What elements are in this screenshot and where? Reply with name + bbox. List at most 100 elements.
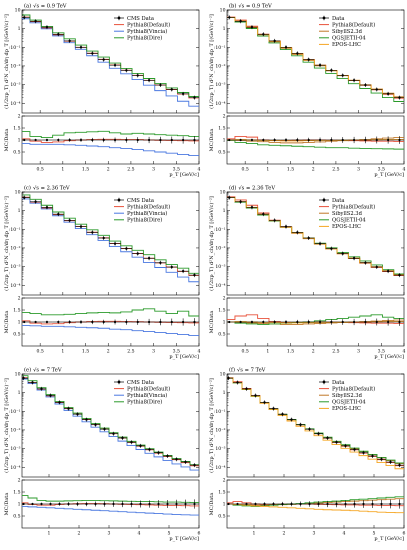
data-point: [386, 92, 390, 96]
x-tick-label: 1.5: [287, 167, 294, 173]
x-tick-label: 3: [152, 167, 155, 173]
data-point: [330, 247, 333, 250]
ratio-axis-label: MC/Data: [4, 129, 10, 152]
y-tick-label: 1: [223, 208, 226, 214]
data-point: [136, 252, 139, 255]
data-point: [398, 273, 401, 277]
data-point: [57, 212, 60, 216]
panel-letter: (b): [229, 3, 236, 10]
ratio-line-epos: [227, 503, 404, 514]
data-point: [263, 401, 266, 404]
data-point: [273, 39, 276, 43]
ratio-tick-label: 2: [18, 296, 21, 302]
ratio-data-point: [375, 320, 378, 324]
ratio-data-point: [273, 138, 276, 142]
data-point: [67, 407, 70, 410]
x-axis-label: p_T [GeV/c]: [374, 536, 404, 542]
data-point: [362, 451, 365, 454]
ratio-data-point: [175, 502, 178, 506]
main-plot-frame: [226, 373, 405, 478]
ratio-data-point: [40, 502, 43, 506]
series-line-sibyll: [227, 377, 404, 464]
ratio-tick-label: 1.5: [218, 126, 225, 132]
ratio-data-point: [318, 138, 322, 142]
x-tick-label: 4: [403, 349, 406, 355]
energy-label: √s = 2.36 TeV: [33, 185, 70, 192]
x-axis-label: p_T [GeV/c]: [169, 354, 199, 360]
data-point: [398, 96, 401, 99]
series-line-default: [227, 377, 404, 467]
ratio-tick-label: 0.5: [13, 514, 20, 520]
data-point: [45, 206, 49, 209]
ratio-data-point: [34, 138, 37, 142]
x-tick-label: 2: [78, 531, 81, 537]
series-line-vincia: [22, 198, 199, 283]
series-line-sibyll: [227, 16, 404, 98]
data-point: [85, 418, 88, 421]
data-point: [125, 69, 128, 72]
ratio-data-point: [102, 138, 105, 142]
ratio-tick-label: 1.5: [218, 308, 225, 314]
energy-label: √s = 7 TeV: [237, 367, 266, 374]
ratio-data-point: [31, 502, 34, 506]
main-plot-frame: [226, 191, 405, 296]
y-tick-label: 10⁻⁴: [10, 283, 20, 289]
legend-label: EPOS-LHC: [332, 42, 361, 48]
panel-letter: (f): [229, 367, 235, 374]
ratio-data-point: [290, 502, 293, 506]
legend-label: Pythia8(Dire): [127, 217, 162, 224]
x-tick-label: 1: [61, 167, 64, 173]
x-tick-label: 1: [61, 349, 64, 355]
x-tick-label: 2: [312, 167, 315, 173]
ratio-data-point: [317, 502, 320, 506]
ratio-data-point: [193, 320, 196, 324]
ratio-tick-label: 1: [223, 320, 226, 326]
y-axis-label: (1/2πp_T) d²N_ch/dη dp_T [(GeV/c)⁻²]: [208, 196, 215, 291]
x-tick-label: 3: [357, 349, 360, 355]
y-tick-label: 10⁻²: [10, 246, 20, 252]
series-line-vincia: [22, 18, 199, 107]
x-tick-label: 2.5: [332, 349, 339, 355]
x-tick-label: 4: [403, 167, 406, 173]
ratio-tick-label: 1: [18, 320, 21, 326]
ratio-data-point: [272, 502, 275, 506]
legend-label: Pythia8(Default): [332, 21, 375, 28]
ratio-data-point: [68, 320, 71, 324]
y-tick-label: 10⁻²: [10, 428, 20, 434]
data-point: [353, 448, 356, 451]
ratio-data-point: [296, 138, 299, 142]
ratio-data-point: [67, 502, 70, 506]
y-tick-label: 10⁻³: [10, 264, 20, 270]
x-tick-label: 2.5: [127, 167, 134, 173]
y-tick-label: 10⁻¹: [10, 227, 20, 233]
panel-letter: (a): [24, 3, 31, 10]
y-tick-label: 10⁻²: [215, 64, 225, 70]
ratio-data-point: [45, 320, 49, 324]
legend-label: QGSJETII-04: [332, 36, 366, 42]
x-axis-label: p_T [GeV/c]: [169, 172, 199, 178]
x-tick-label: 1: [48, 531, 51, 537]
data-point: [236, 381, 239, 384]
ratio-data-point: [170, 320, 173, 324]
legend-label: EPOS-LHC: [332, 224, 361, 230]
ratio-axis-label: MC/Data: [4, 493, 10, 516]
ratio-data-point: [330, 138, 333, 142]
ratio-data-point: [113, 320, 117, 324]
data-point: [228, 16, 231, 19]
data-point: [136, 74, 139, 77]
data-point: [103, 427, 106, 431]
data-point: [308, 427, 311, 431]
legend-label: EPOS-LHC: [332, 406, 361, 412]
series-line-epos: [227, 16, 404, 98]
ratio-data-point: [159, 138, 162, 142]
ratio-data-point: [375, 138, 378, 142]
main-plot-frame: [21, 191, 200, 296]
legend-label: CMS Data: [127, 380, 154, 386]
y-tick-label: 10⁻¹: [215, 409, 225, 415]
data-point: [341, 252, 344, 255]
data-point: [245, 387, 248, 391]
data-point: [284, 46, 288, 49]
data-point: [181, 92, 185, 96]
data-point: [326, 436, 329, 440]
x-tick-label: 2.5: [127, 349, 134, 355]
